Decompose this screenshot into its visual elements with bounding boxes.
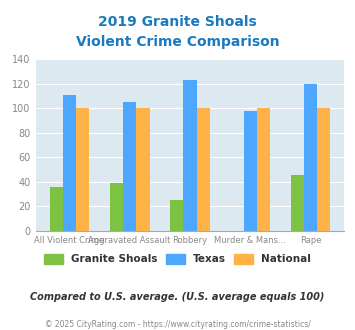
- Bar: [257, 109, 270, 231]
- Bar: [290, 175, 304, 231]
- Bar: [136, 109, 149, 231]
- Bar: [183, 80, 197, 231]
- Bar: [197, 109, 210, 231]
- Text: 2019 Granite Shoals: 2019 Granite Shoals: [98, 15, 257, 29]
- Bar: [170, 200, 183, 231]
- Bar: [110, 183, 123, 231]
- Bar: [304, 84, 317, 231]
- Bar: [63, 95, 76, 231]
- Legend: Granite Shoals, Texas, National: Granite Shoals, Texas, National: [41, 251, 314, 268]
- Text: Compared to U.S. average. (U.S. average equals 100): Compared to U.S. average. (U.S. average …: [30, 292, 325, 302]
- Text: Violent Crime Comparison: Violent Crime Comparison: [76, 35, 279, 49]
- Bar: [317, 109, 330, 231]
- Bar: [123, 102, 136, 231]
- Bar: [244, 111, 257, 231]
- Text: © 2025 CityRating.com - https://www.cityrating.com/crime-statistics/: © 2025 CityRating.com - https://www.city…: [45, 320, 310, 329]
- Bar: [76, 109, 89, 231]
- Bar: [50, 187, 63, 231]
